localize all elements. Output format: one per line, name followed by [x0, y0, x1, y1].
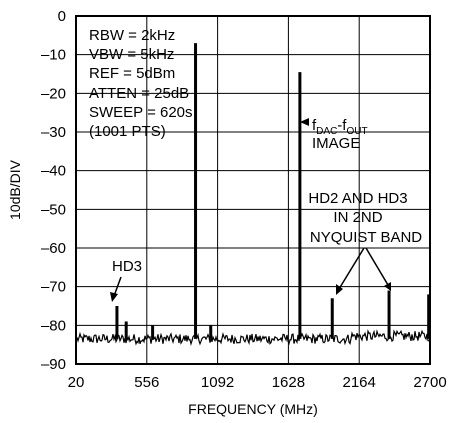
settings-ref: REF = 5dBm — [89, 65, 175, 82]
x-tick-label: 2164 — [343, 374, 376, 391]
x-tick-label: 1628 — [272, 374, 305, 391]
x-tick-label: 20 — [68, 374, 85, 391]
nyquist-arrow-left — [338, 247, 365, 290]
y-tick-label: –10 — [41, 47, 66, 64]
settings-sweep: SWEEP = 620s — [89, 104, 193, 121]
settings-vbw: VBW = 5kHz — [89, 46, 174, 63]
image-arrowhead — [300, 118, 309, 126]
y-tick-label: –70 — [41, 279, 66, 296]
x-axis-label: FREQUENCY (MHz) — [188, 401, 318, 417]
y-tick-label: –20 — [41, 85, 66, 102]
nyquist-arrow-right — [365, 247, 389, 286]
nyquist-label-2: IN 2ND — [333, 209, 382, 226]
y-axis-label: 10dB/DIV — [7, 159, 23, 220]
peaks — [115, 43, 431, 339]
plot-frame — [75, 15, 431, 365]
y-tick-label: –90 — [41, 356, 66, 373]
settings-atten: ATTEN = 25dB — [89, 85, 189, 102]
y-tick-label: –80 — [41, 317, 66, 334]
y-tick-label: 0 — [58, 8, 66, 25]
y-tick-label: –50 — [41, 201, 66, 218]
settings-rbw: RBW = 2kHz — [89, 27, 175, 44]
y-tick-label: –40 — [41, 163, 66, 180]
y-tick-labels: 0 –10 –20 –30 –40 –50 –60 –70 –80 –90 — [41, 8, 66, 373]
image-label-dac: DAC — [316, 126, 337, 137]
settings-points: (1001 PTS) — [89, 123, 166, 140]
nyquist-label-3: NYQUIST BAND — [310, 229, 422, 246]
hd3-label: HD3 — [112, 258, 142, 275]
image-label-minus-f: -f — [337, 117, 347, 134]
hd3-arrowhead — [110, 292, 118, 302]
grid — [76, 16, 430, 364]
y-tick-label: –60 — [41, 240, 66, 257]
hd3-arrow — [113, 276, 122, 297]
x-tick-label: 2700 — [413, 374, 446, 391]
y-tick-label: –30 — [41, 124, 66, 141]
image-label: fDAC-fOUT — [312, 117, 368, 137]
nyquist-label-1: HD2 AND HD3 — [308, 190, 407, 207]
image-label-out: OUT — [346, 126, 367, 137]
spectrum-trace — [76, 329, 430, 347]
x-tick-label: 556 — [134, 374, 159, 391]
nyquist-arrowhead-right — [384, 282, 391, 291]
x-tick-labels: 20 556 1092 1628 2164 2700 — [68, 374, 447, 391]
image-label-f: f — [312, 117, 317, 134]
x-tick-label: 1092 — [201, 374, 234, 391]
nyquist-arrowhead-left — [336, 284, 343, 295]
image-label-line2: IMAGE — [312, 135, 360, 152]
